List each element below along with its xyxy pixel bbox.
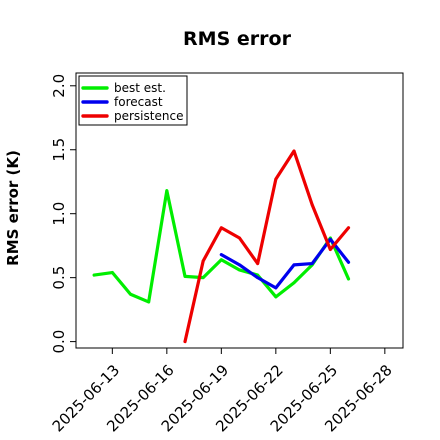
series-point-best-est [347,277,350,281]
y-tick-label: 1.0 [50,202,68,226]
series-point-forecast [219,253,223,257]
series-point-persistence [292,149,296,153]
series-point-best-est [165,189,169,193]
series-point-best-est [183,274,187,278]
series-layer [92,149,351,344]
series-point-best-est [92,273,96,277]
series-point-best-est [147,300,151,304]
series-point-persistence [328,248,332,251]
series-point-forecast [292,263,296,267]
series-point-forecast [274,286,278,290]
series-point-forecast [256,276,260,280]
series-point-forecast [310,262,314,265]
series-point-persistence [183,340,187,344]
y-tick-label: 0.0 [50,330,68,354]
y-tick-label: 1.5 [50,138,68,162]
y-tick-label: 0.5 [50,266,68,290]
series-point-persistence [347,226,350,230]
y-tick-label: 2.0 [50,74,68,98]
series-line-best-est [92,189,351,304]
series-point-persistence [274,177,278,181]
series-point-best-est [274,295,278,299]
y-axis-label-group: RMS error (K) [4,150,22,266]
legend-label: best est. [114,81,166,95]
legend-label: forecast [114,95,163,109]
series-point-best-est [129,292,132,296]
chart-title: RMS error [183,28,292,50]
series-point-forecast [238,263,241,267]
plot-frame [75,72,404,349]
series-point-best-est [292,281,296,285]
series-point-best-est [238,268,241,272]
series-point-persistence [201,259,205,263]
series-point-persistence [256,262,260,265]
series-point-forecast [328,237,332,241]
series-point-best-est [110,271,114,274]
series-point-forecast [347,260,350,264]
y-axis-label: RMS error (K) [4,150,22,266]
series-point-best-est [219,258,223,262]
series-point-persistence [310,203,314,207]
legend-label: persistence [114,109,183,123]
series-line-persistence [183,149,351,344]
series-point-persistence [219,226,223,230]
series-point-persistence [238,236,241,240]
series-point-best-est [201,276,205,280]
